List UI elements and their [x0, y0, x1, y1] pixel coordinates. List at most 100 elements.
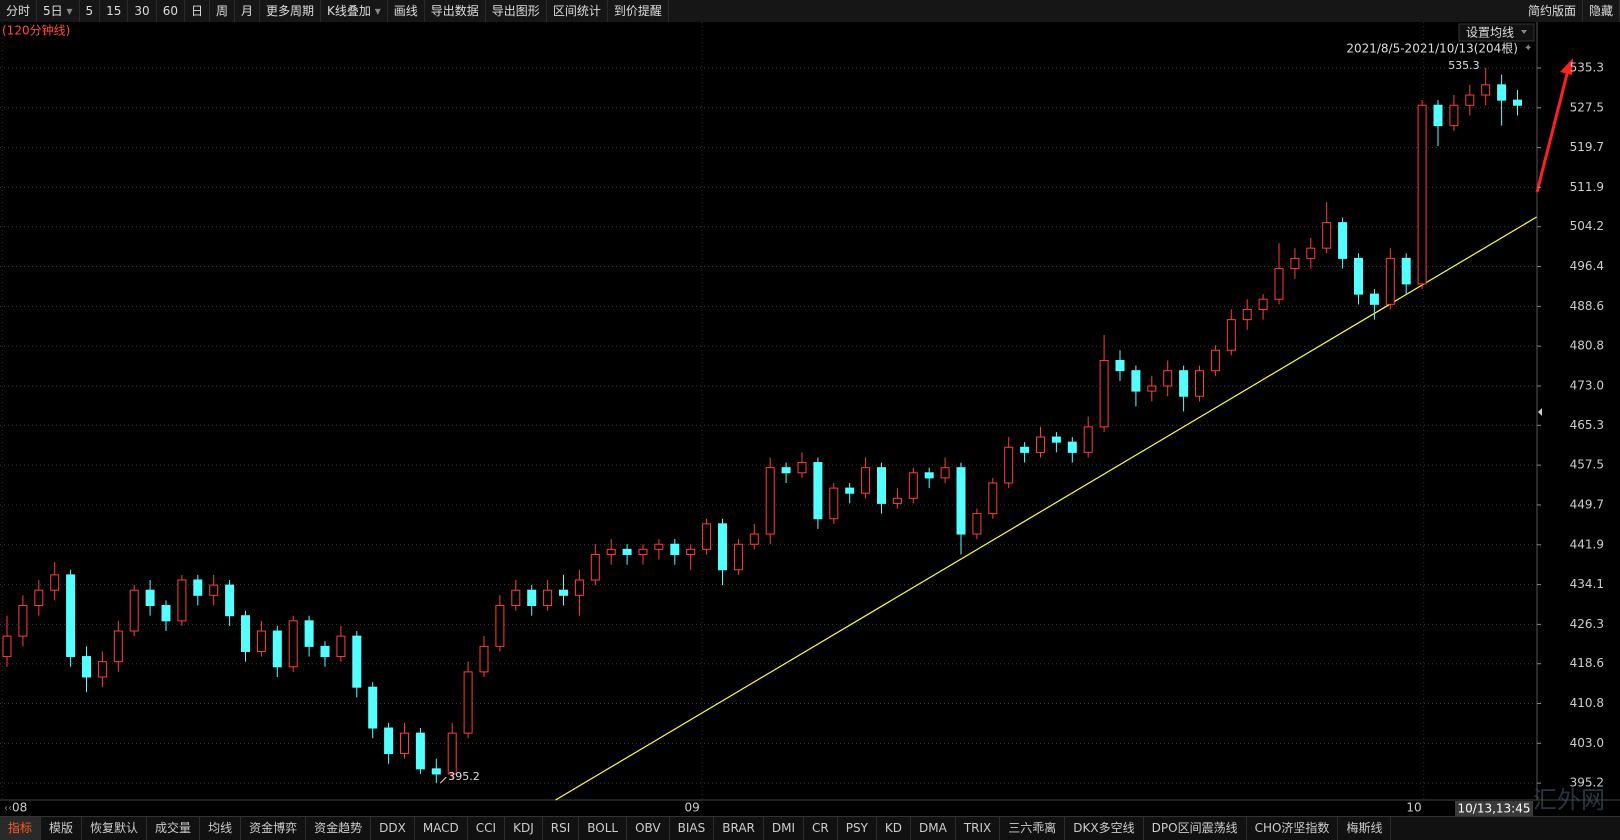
candle-body: [543, 589, 553, 607]
candle-body: [1242, 308, 1252, 321]
candle-body: [1513, 99, 1522, 106]
candle-body: [400, 732, 409, 755]
indicator-tab[interactable]: DMA: [911, 817, 956, 840]
candle-body: [447, 732, 457, 775]
indicator-tab[interactable]: DKX多空线: [1065, 817, 1144, 840]
cursor-time: 10/13,13:45: [1458, 802, 1531, 816]
candle-body: [256, 630, 266, 652]
ma-button-box[interactable]: [1458, 23, 1535, 42]
toolbar-right: 简约版面 隐藏: [1522, 0, 1620, 22]
candle-body: [590, 553, 600, 581]
candle-body: [1433, 104, 1443, 127]
candle-body: [924, 472, 934, 479]
toolbar-button[interactable]: 15: [100, 0, 129, 22]
candle-body: [463, 671, 473, 734]
candle-body: [1274, 268, 1284, 300]
indicator-tab[interactable]: 指标: [0, 817, 42, 840]
candle-body: [97, 661, 107, 678]
toolbar-button[interactable]: 月: [235, 0, 261, 22]
indicator-tab[interactable]: 梅斯线: [1338, 817, 1392, 840]
toolbar-button[interactable]: 简约版面: [1522, 0, 1583, 22]
candle-body: [272, 630, 282, 668]
indicator-tab[interactable]: 资金博弈: [241, 817, 307, 840]
toolbar-button[interactable]: 周: [210, 0, 236, 22]
trendline: [555, 216, 1537, 801]
candle-body: [1449, 104, 1459, 127]
indicator-tab[interactable]: CCI: [468, 817, 506, 840]
y-tick-label: 473.0: [1570, 379, 1604, 393]
y-tick-label: 395.2: [1570, 776, 1604, 790]
toolbar-button[interactable]: 导出数据: [425, 0, 486, 22]
toolbar-button[interactable]: 区间统计: [547, 0, 608, 22]
candle-body: [145, 589, 155, 607]
candle-body: [18, 605, 28, 637]
indicator-tab[interactable]: BOLL: [579, 817, 628, 840]
candle-body: [34, 589, 44, 607]
candle-body: [129, 589, 139, 632]
toolbar-button[interactable]: 30: [128, 0, 157, 22]
y-tick-label: 418.6: [1570, 656, 1604, 670]
range-label: 2021/8/5-2021/10/13(204根): [1346, 42, 1518, 56]
candle-body: [495, 605, 505, 647]
indicator-tab[interactable]: TRIX: [956, 817, 1001, 840]
candle-body: [877, 467, 886, 504]
toolbar-button[interactable]: 隐藏: [1583, 0, 1620, 22]
candle-body: [908, 472, 918, 499]
toolbar-button[interactable]: 60: [157, 0, 185, 22]
indicator-tab[interactable]: BIAS: [670, 817, 715, 840]
indicator-tab[interactable]: 恢复默认: [82, 817, 148, 840]
y-tick-label: 465.3: [1570, 418, 1604, 432]
indicator-tab[interactable]: KD: [877, 817, 912, 840]
toolbar-button[interactable]: 5: [80, 0, 101, 22]
toolbar-button[interactable]: 导出图形: [486, 0, 547, 22]
y-tick-label: 426.3: [1570, 617, 1604, 631]
candle-body: [304, 620, 314, 647]
candle-body: [1306, 247, 1316, 259]
toolbar-button[interactable]: 到价提醒: [608, 0, 669, 22]
candle-body: [1131, 370, 1141, 392]
indicator-tab[interactable]: DPO区间震荡线: [1144, 817, 1247, 840]
indicator-tab[interactable]: OBV: [627, 817, 670, 840]
scroll-left[interactable]: ‹‹: [4, 803, 12, 814]
candle-body: [1226, 319, 1236, 351]
indicator-tab[interactable]: 成交量: [147, 817, 201, 840]
indicator-tab[interactable]: DMI: [764, 817, 805, 840]
candle-body: [1195, 370, 1204, 397]
y-tick-label: 457.5: [1570, 458, 1604, 472]
indicator-tab[interactable]: 资金趋势: [306, 817, 372, 840]
candle-body: [733, 543, 743, 571]
pin-icon[interactable]: ✦: [1524, 43, 1532, 54]
candle-body: [177, 579, 187, 622]
axis-marker: [1538, 408, 1542, 416]
indicator-tab[interactable]: 均线: [200, 817, 242, 840]
indicator-tab[interactable]: DDX: [371, 817, 415, 840]
indicator-tab[interactable]: KDJ: [505, 817, 543, 840]
indicator-tab[interactable]: MACD: [415, 817, 468, 840]
toolbar-button[interactable]: 5日: [37, 0, 80, 22]
candle-body: [1210, 349, 1220, 372]
candle-body: [1338, 222, 1348, 259]
indicator-tab[interactable]: BRAR: [714, 817, 764, 840]
y-tick-label: 511.9: [1570, 180, 1604, 194]
toolbar-button[interactable]: 分时: [0, 0, 38, 22]
toolbar-button[interactable]: 更多周期: [260, 0, 322, 22]
candle-body: [797, 462, 807, 474]
indicator-tab[interactable]: PSY: [838, 817, 877, 840]
indicator-tab[interactable]: RSI: [543, 817, 580, 840]
candle-body: [288, 620, 298, 668]
candle-body: [384, 727, 394, 755]
indicator-tab[interactable]: CHO济坚指数: [1247, 817, 1339, 840]
toolbar-button[interactable]: K线叠加: [321, 0, 388, 22]
indicator-tab[interactable]: 模版: [41, 817, 83, 840]
indicator-tab[interactable]: CR: [804, 817, 838, 840]
indicator-tabs: 指标 模版 恢复默认 成交量 均线 资金博弈 资金趋势 DDX MACD CCI KDJ RSI BOL…: [0, 816, 1620, 840]
toolbar-button[interactable]: 画线: [388, 0, 425, 22]
toolbar-button[interactable]: 日: [185, 0, 210, 22]
indicator-tab[interactable]: 三六乖离: [1000, 817, 1066, 840]
x-tick-label: 08: [12, 801, 27, 815]
ma-button[interactable]: 设置均线: [1466, 26, 1514, 40]
candle-body: [1036, 436, 1045, 453]
cursor-time-box: [1455, 801, 1533, 816]
candle-body: [1020, 446, 1030, 453]
